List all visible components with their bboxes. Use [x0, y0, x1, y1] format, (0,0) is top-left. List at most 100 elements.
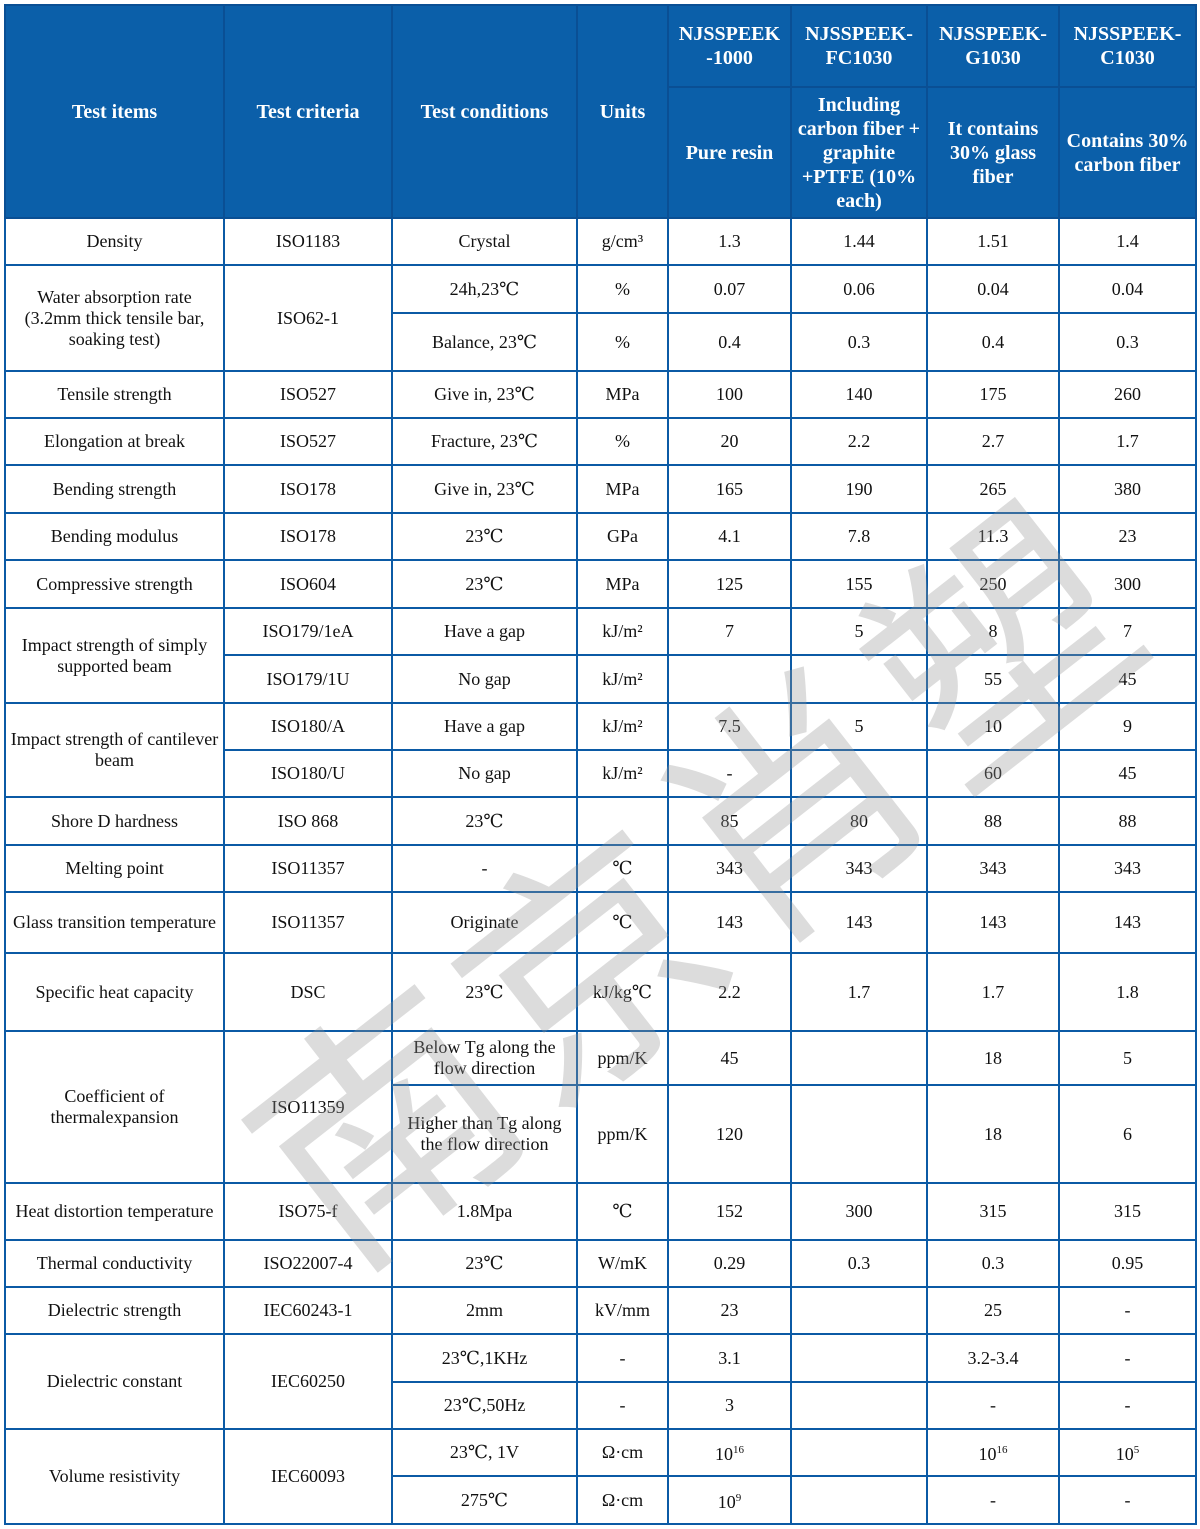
cell-text: 100 [716, 384, 743, 404]
table-cell: GPa [576, 512, 669, 561]
table-cell: DSC [223, 952, 393, 1032]
table-cell: 265 [926, 464, 1060, 514]
cell-text: Specific heat capacity [35, 981, 194, 1002]
table-cell: Impact strength of cantilever beam [4, 702, 225, 798]
cell-text: Have a gap [444, 621, 525, 641]
table-cell: ISO604 [223, 559, 393, 609]
cell-text: - [619, 1395, 626, 1415]
column-header: Test conditions [391, 4, 578, 219]
cell-text: 23℃,1KHz [441, 1347, 528, 1368]
table-cell: 0.29 [667, 1239, 792, 1288]
table-cell: Give in, 23℃ [391, 370, 578, 419]
cell-text: 23 [720, 1300, 739, 1320]
cell-text: 45 [720, 1047, 739, 1068]
cell-text: Higher than Tg along the flow direction [407, 1113, 562, 1154]
table-cell: 23℃ [391, 512, 578, 561]
table-row: Density ISO1183 Crystal g/cm³ 1.3 1.44 1.51 1.4 [4, 217, 1197, 266]
cell-text: Dielectric constant [46, 1371, 183, 1391]
table-cell: 18 [926, 1030, 1060, 1086]
table-cell: - [926, 1475, 1060, 1525]
table-cell: 275℃ [391, 1475, 578, 1525]
table-cell: 1.7 [926, 952, 1060, 1032]
table-cell [790, 1381, 928, 1430]
table-cell: 0.3 [790, 312, 928, 372]
exponent: 16 [996, 1444, 1008, 1456]
cell-text: 315 [1114, 1201, 1141, 1221]
table-cell: 60 [926, 749, 1060, 798]
table-cell: ISO22007-4 [223, 1239, 393, 1288]
cell-text: Coefficient of thermalexpansion [50, 1086, 179, 1127]
cell-text: ISO179/1eA [262, 621, 354, 641]
table-row: ISO179/1U No gap kJ/m² 55 45 [5, 654, 1197, 704]
table-cell: ℃ [576, 891, 669, 954]
cell-text: ISO62-1 [277, 307, 339, 328]
cell-text: 18 [984, 1047, 1002, 1068]
cell-text: 55 [984, 668, 1002, 689]
cell-text: ℃ [612, 858, 633, 878]
cell-text: 165 [716, 478, 743, 499]
cell-text: No gap [458, 668, 511, 689]
table-cell: 11.3 [926, 512, 1060, 561]
column-header: Units [576, 4, 669, 219]
cell-text: NJSSPEEK-1000 [678, 23, 781, 69]
table-cell: 20 [667, 417, 792, 466]
cell-text: NJSSPEEK-FC1030 [805, 23, 913, 69]
cell-text: - [990, 1489, 996, 1510]
table-cell: ppm/K [576, 1030, 669, 1086]
table-cell: ISO62-1 [223, 264, 393, 372]
cell-text: ISO11359 [271, 1096, 345, 1117]
cell-text: 0.04 [977, 278, 1009, 299]
table-cell: ISO527 [223, 370, 393, 419]
table-cell: 55 [926, 654, 1060, 704]
table-row: Coefficient of thermalexpansion ISO11359 B… [4, 1030, 1197, 1184]
cell-text: 23 [1118, 526, 1137, 546]
table-cell: % [576, 312, 669, 372]
table-cell: Below Tg along the flow direction [391, 1030, 578, 1086]
column-header: NJSSPEEK-G1030 [926, 4, 1060, 88]
table-cell: 152 [667, 1182, 792, 1241]
cell-text: Contains 30% carbon fiber [1066, 129, 1189, 176]
cell-text: IEC60093 [271, 1466, 345, 1486]
cell-text: 18 [984, 1123, 1002, 1144]
table-cell: 1.4 [1058, 217, 1197, 266]
table-cell: - [1058, 1381, 1197, 1430]
cell-text: Volume resistivity [48, 1466, 181, 1486]
cell-text: kJ/m² [602, 668, 643, 689]
column-header: NJSSPEEK-FC1030 [790, 4, 928, 88]
table-cell: Fracture, 23℃ [391, 417, 578, 466]
table-cell: 1016 [926, 1428, 1060, 1477]
table-cell: ISO11357 [223, 844, 393, 893]
table-cell: 315 [1058, 1182, 1197, 1241]
table-cell: 5 [790, 607, 928, 656]
cell-text: ISO180/U [270, 763, 345, 783]
table-cell: kJ/kg℃ [576, 952, 669, 1032]
cell-text: Balance, 23℃ [431, 331, 538, 352]
table-cell: 300 [1058, 559, 1197, 609]
cell-text: ISO180/A [270, 716, 345, 736]
table-cell: ISO 868 [223, 796, 393, 846]
table-cell: 23℃, 1V [391, 1428, 578, 1477]
table-cell: Dielectric strength [4, 1286, 225, 1335]
table-cell: 380 [1058, 464, 1197, 514]
table-cell: 1.7 [790, 952, 928, 1032]
table-cell: % [576, 417, 669, 466]
table-cell: 0.04 [1058, 264, 1197, 314]
cell-text: Ω·cm [601, 1442, 644, 1462]
table-cell: Heat distortion temperature [4, 1182, 225, 1241]
cell-text: 140 [845, 384, 873, 404]
cell-text: 1.8 [1116, 981, 1139, 1002]
cell-text: 0.4 [718, 331, 741, 352]
table-cell: Water absorption rate (3.2mm thick tensi… [4, 264, 225, 372]
cell-text: Have a gap [444, 716, 525, 736]
table-cell: 109 [667, 1475, 792, 1525]
exponent: 16 [733, 1444, 744, 1456]
cell-text: ppm/K [597, 1123, 648, 1144]
table-cell: 1.7 [1058, 417, 1197, 466]
cell-text: 1.7 [847, 981, 871, 1002]
cell-text: 5 [1123, 1047, 1132, 1068]
table-cell: ISO180/U [223, 749, 393, 798]
table-cell: 6 [1058, 1084, 1197, 1184]
table-cell: 0.3 [926, 1239, 1060, 1288]
table-cell: 85 [667, 796, 792, 846]
cell-text: ISO 868 [277, 810, 339, 831]
